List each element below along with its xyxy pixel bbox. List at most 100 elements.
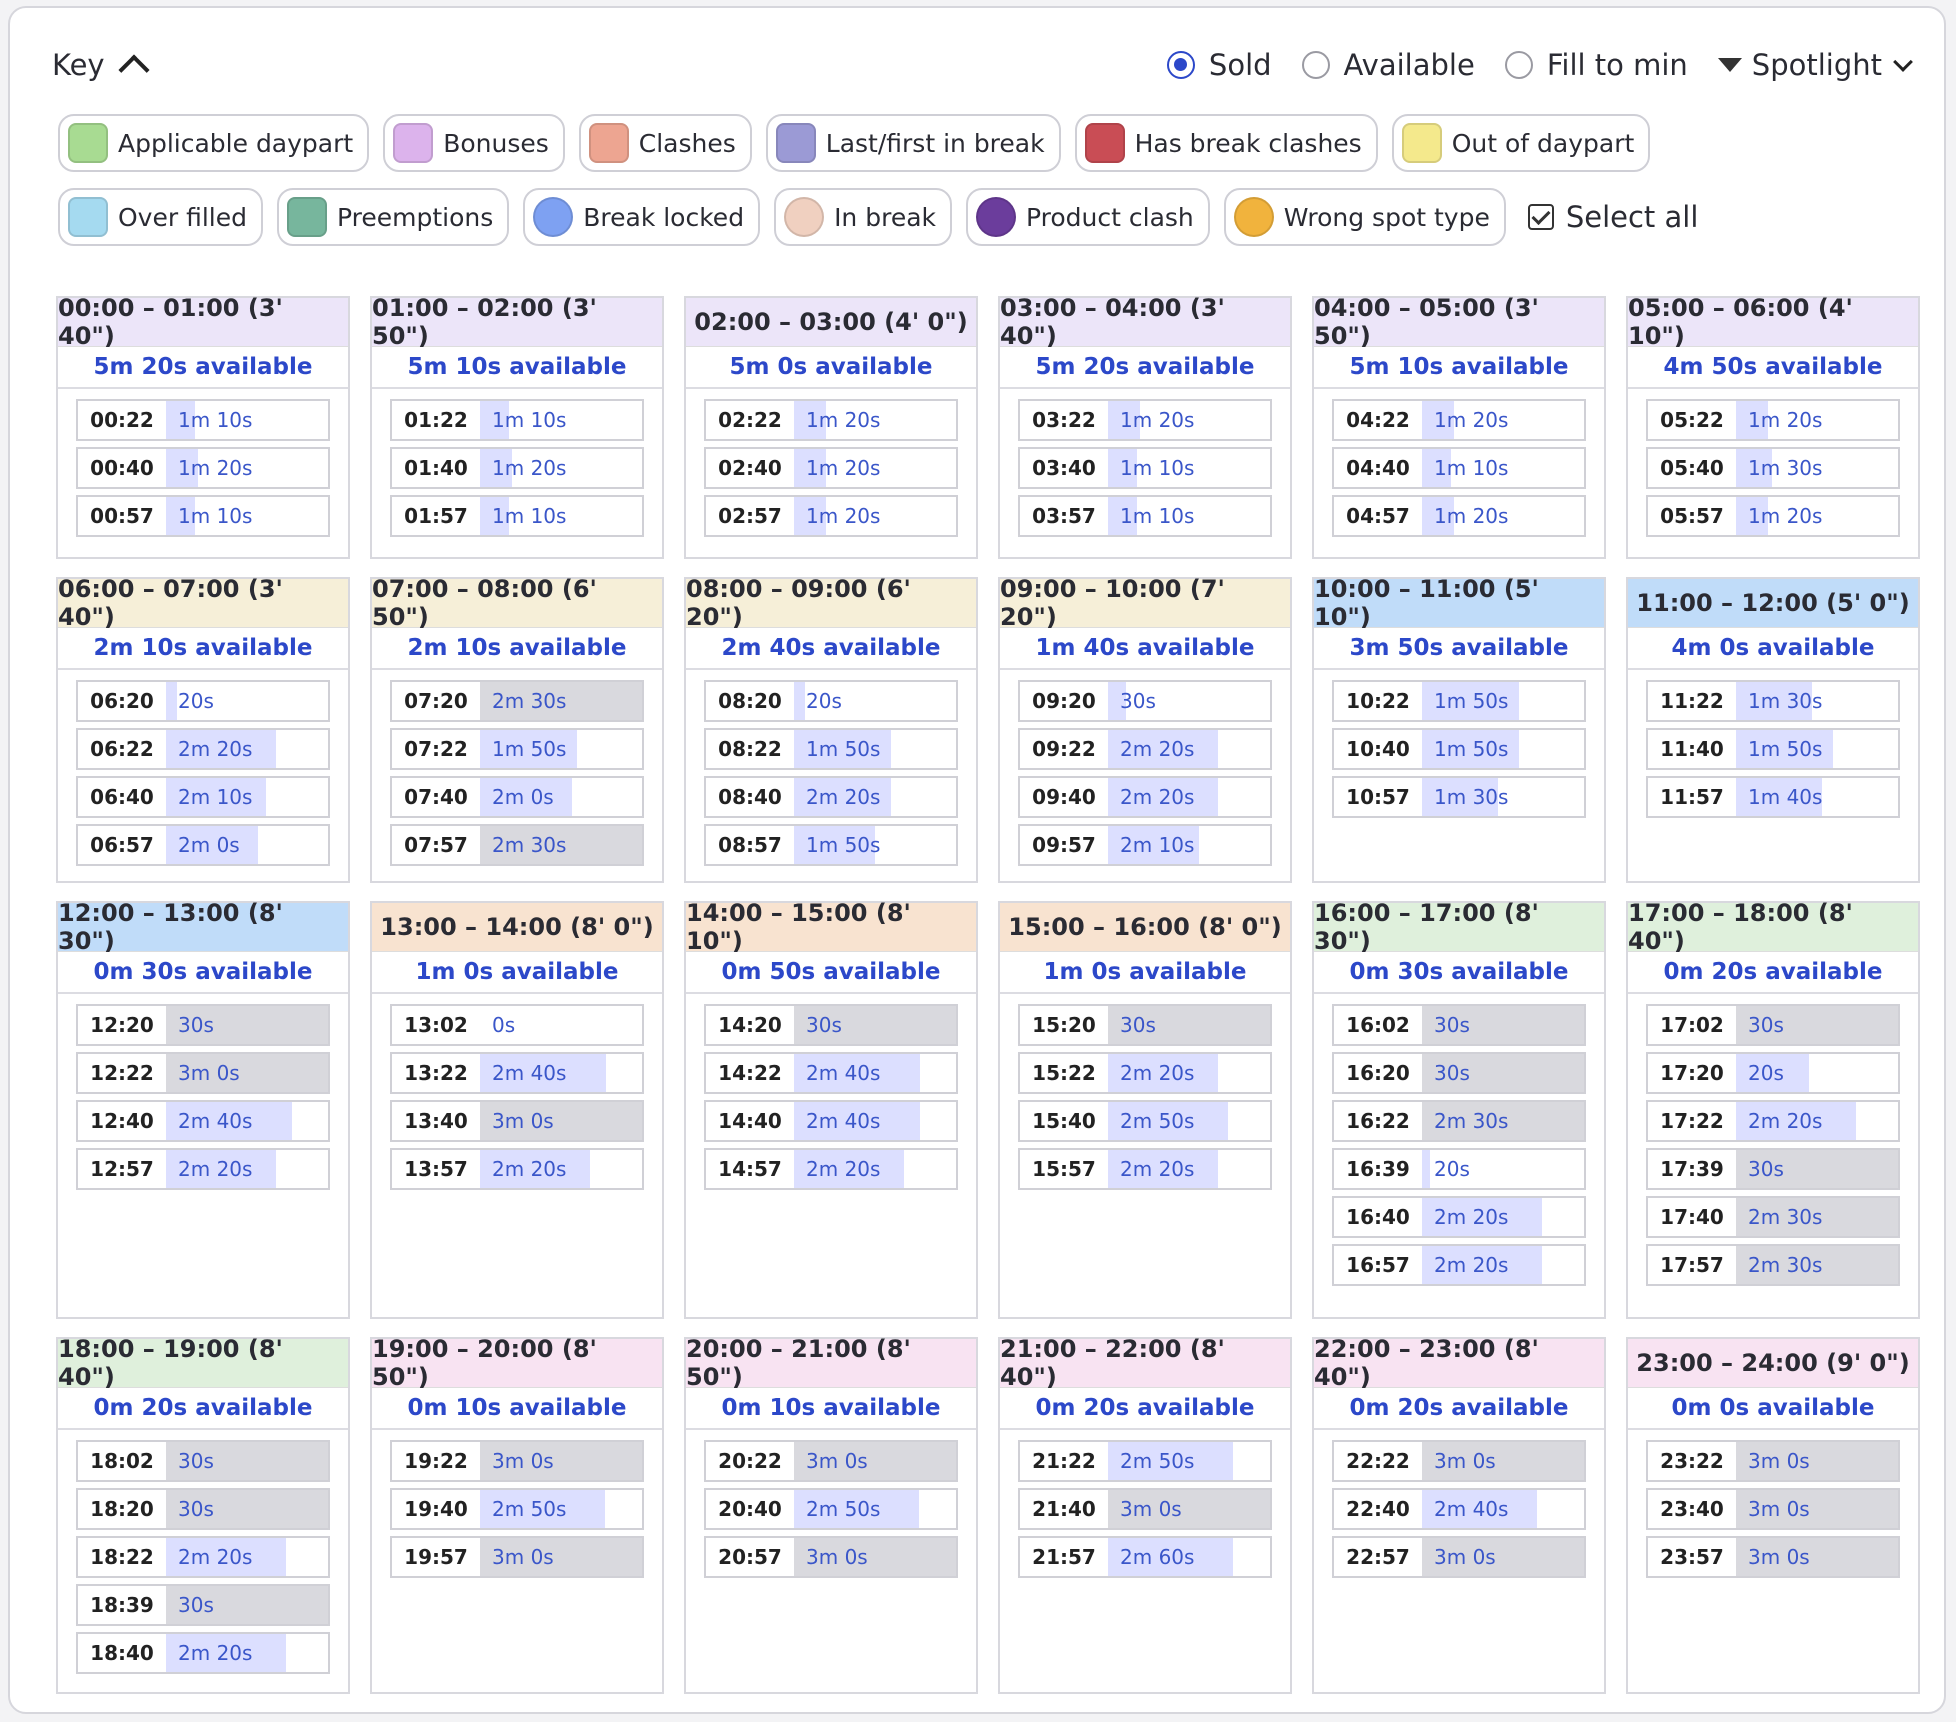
hour-card-title[interactable]: 20:00 – 21:00 (8' 50")	[686, 1335, 976, 1391]
break-slot[interactable]: 03:57 1m 10s	[1018, 495, 1272, 537]
break-slot[interactable]: 12:40 2m 40s	[76, 1100, 330, 1142]
hour-card-title[interactable]: 14:00 – 15:00 (8' 10")	[686, 899, 976, 955]
mode-fill-to-min[interactable]: Fill to min	[1504, 48, 1688, 82]
hour-card-title[interactable]: 12:00 – 13:00 (8' 30")	[58, 899, 348, 955]
break-slot[interactable]: 16:20 30s	[1332, 1052, 1586, 1094]
break-slot[interactable]: 21:40 3m 0s	[1018, 1488, 1272, 1530]
hour-card-title[interactable]: 03:00 – 04:00 (3' 40")	[1000, 294, 1290, 350]
legend-chip-over-filled[interactable]: Over filled	[58, 188, 263, 246]
hour-card-title[interactable]: 04:00 – 05:00 (3' 50")	[1314, 294, 1604, 350]
break-slot[interactable]: 16:57 2m 20s	[1332, 1244, 1586, 1286]
break-slot[interactable]: 21:57 2m 60s	[1018, 1536, 1272, 1578]
break-slot[interactable]: 07:20 2m 30s	[390, 680, 644, 722]
break-slot[interactable]: 02:57 1m 20s	[704, 495, 958, 537]
break-slot[interactable]: 15:40 2m 50s	[1018, 1100, 1272, 1142]
hour-card-title[interactable]: 11:00 – 12:00 (5' 0")	[1628, 579, 1918, 628]
break-slot[interactable]: 13:40 3m 0s	[390, 1100, 644, 1142]
break-slot[interactable]: 17:20 20s	[1646, 1052, 1900, 1094]
break-slot[interactable]: 07:57 2m 30s	[390, 824, 644, 866]
break-slot[interactable]: 07:22 1m 50s	[390, 728, 644, 770]
break-slot[interactable]: 10:40 1m 50s	[1332, 728, 1586, 770]
hour-card-title[interactable]: 18:00 – 19:00 (8' 40")	[58, 1335, 348, 1391]
break-slot[interactable]: 02:22 1m 20s	[704, 399, 958, 441]
break-slot[interactable]: 16:22 2m 30s	[1332, 1100, 1586, 1142]
legend-chip-clashes[interactable]: Clashes	[578, 114, 752, 172]
break-slot[interactable]: 08:40 2m 20s	[704, 776, 958, 818]
break-slot[interactable]: 09:22 2m 20s	[1018, 728, 1272, 770]
break-slot[interactable]: 06:20 20s	[76, 680, 330, 722]
break-slot[interactable]: 16:39 20s	[1332, 1148, 1586, 1190]
break-slot[interactable]: 11:22 1m 30s	[1646, 680, 1900, 722]
hour-card-title[interactable]: 21:00 – 22:00 (8' 40")	[1000, 1335, 1290, 1391]
break-slot[interactable]: 14:22 2m 40s	[704, 1052, 958, 1094]
break-slot[interactable]: 20:57 3m 0s	[704, 1536, 958, 1578]
break-slot[interactable]: 06:22 2m 20s	[76, 728, 330, 770]
break-slot[interactable]: 01:57 1m 10s	[390, 495, 644, 537]
spotlight-dropdown[interactable]: Spotlight	[1717, 48, 1913, 82]
break-slot[interactable]: 19:22 3m 0s	[390, 1440, 644, 1482]
break-slot[interactable]: 00:40 1m 20s	[76, 447, 330, 489]
hour-card-title[interactable]: 15:00 – 16:00 (8' 0")	[1000, 903, 1290, 952]
break-slot[interactable]: 11:40 1m 50s	[1646, 728, 1900, 770]
break-slot[interactable]: 17:39 30s	[1646, 1148, 1900, 1190]
hour-card-title[interactable]: 22:00 – 23:00 (8' 40")	[1314, 1335, 1604, 1391]
break-slot[interactable]: 03:40 1m 10s	[1018, 447, 1272, 489]
break-slot[interactable]: 07:40 2m 0s	[390, 776, 644, 818]
mode-sold[interactable]: Sold	[1166, 48, 1272, 82]
break-slot[interactable]: 04:40 1m 10s	[1332, 447, 1586, 489]
hour-card-title[interactable]: 08:00 – 09:00 (6' 20")	[686, 575, 976, 631]
break-slot[interactable]: 15:22 2m 20s	[1018, 1052, 1272, 1094]
legend-chip-preemptions[interactable]: Preemptions	[276, 188, 510, 246]
break-slot[interactable]: 05:57 1m 20s	[1646, 495, 1900, 537]
hour-card-title[interactable]: 23:00 – 24:00 (9' 0")	[1628, 1339, 1918, 1388]
break-slot[interactable]: 14:40 2m 40s	[704, 1100, 958, 1142]
hour-card-title[interactable]: 07:00 – 08:00 (6' 50")	[372, 575, 662, 631]
legend-chip-out-of-daypart[interactable]: Out of daypart	[1391, 114, 1651, 172]
break-slot[interactable]: 17:57 2m 30s	[1646, 1244, 1900, 1286]
mode-available[interactable]: Available	[1301, 48, 1475, 82]
break-slot[interactable]: 05:22 1m 20s	[1646, 399, 1900, 441]
break-slot[interactable]: 08:22 1m 50s	[704, 728, 958, 770]
break-slot[interactable]: 14:57 2m 20s	[704, 1148, 958, 1190]
hour-card-title[interactable]: 01:00 – 02:00 (3' 50")	[372, 294, 662, 350]
legend-chip-last-first-in-break[interactable]: Last/first in break	[765, 114, 1061, 172]
legend-chip-wrong-spot-type[interactable]: Wrong spot type	[1223, 188, 1506, 246]
break-slot[interactable]: 10:57 1m 30s	[1332, 776, 1586, 818]
legend-chip-in-break[interactable]: In break	[774, 188, 953, 246]
legend-chip-applicable-daypart[interactable]: Applicable daypart	[58, 114, 370, 172]
legend-chip-product-clash[interactable]: Product clash	[966, 188, 1210, 246]
hour-card-title[interactable]: 16:00 – 17:00 (8' 30")	[1314, 899, 1604, 955]
break-slot[interactable]: 19:57 3m 0s	[390, 1536, 644, 1578]
break-slot[interactable]: 17:40 2m 30s	[1646, 1196, 1900, 1238]
legend-chip-bonuses[interactable]: Bonuses	[383, 114, 565, 172]
select-all-checkbox[interactable]: Select all	[1527, 200, 1698, 234]
break-slot[interactable]: 18:02 30s	[76, 1440, 330, 1482]
break-slot[interactable]: 09:20 30s	[1018, 680, 1272, 722]
hour-card-title[interactable]: 05:00 – 06:00 (4' 10")	[1628, 294, 1918, 350]
break-slot[interactable]: 12:20 30s	[76, 1004, 330, 1046]
break-slot[interactable]: 01:22 1m 10s	[390, 399, 644, 441]
break-slot[interactable]: 11:57 1m 40s	[1646, 776, 1900, 818]
break-slot[interactable]: 18:39 30s	[76, 1584, 330, 1626]
break-slot[interactable]: 04:57 1m 20s	[1332, 495, 1586, 537]
break-slot[interactable]: 01:40 1m 20s	[390, 447, 644, 489]
break-slot[interactable]: 13:02 0s	[390, 1004, 644, 1046]
break-slot[interactable]: 09:40 2m 20s	[1018, 776, 1272, 818]
hour-card-title[interactable]: 13:00 – 14:00 (8' 0")	[372, 903, 662, 952]
key-toggle[interactable]: Key	[52, 48, 150, 86]
break-slot[interactable]: 08:57 1m 50s	[704, 824, 958, 866]
break-slot[interactable]: 12:57 2m 20s	[76, 1148, 330, 1190]
break-slot[interactable]: 13:22 2m 40s	[390, 1052, 644, 1094]
hour-card-title[interactable]: 10:00 – 11:00 (5' 10")	[1314, 575, 1604, 631]
break-slot[interactable]: 20:40 2m 50s	[704, 1488, 958, 1530]
break-slot[interactable]: 06:57 2m 0s	[76, 824, 330, 866]
hour-card-title[interactable]: 02:00 – 03:00 (4' 0")	[686, 298, 976, 347]
break-slot[interactable]: 23:22 3m 0s	[1646, 1440, 1900, 1482]
legend-chip-break-locked[interactable]: Break locked	[523, 188, 761, 246]
break-slot[interactable]: 18:22 2m 20s	[76, 1536, 330, 1578]
break-slot[interactable]: 14:20 30s	[704, 1004, 958, 1046]
break-slot[interactable]: 23:57 3m 0s	[1646, 1536, 1900, 1578]
break-slot[interactable]: 03:22 1m 20s	[1018, 399, 1272, 441]
break-slot[interactable]: 06:40 2m 10s	[76, 776, 330, 818]
hour-card-title[interactable]: 00:00 – 01:00 (3' 40")	[58, 294, 348, 350]
